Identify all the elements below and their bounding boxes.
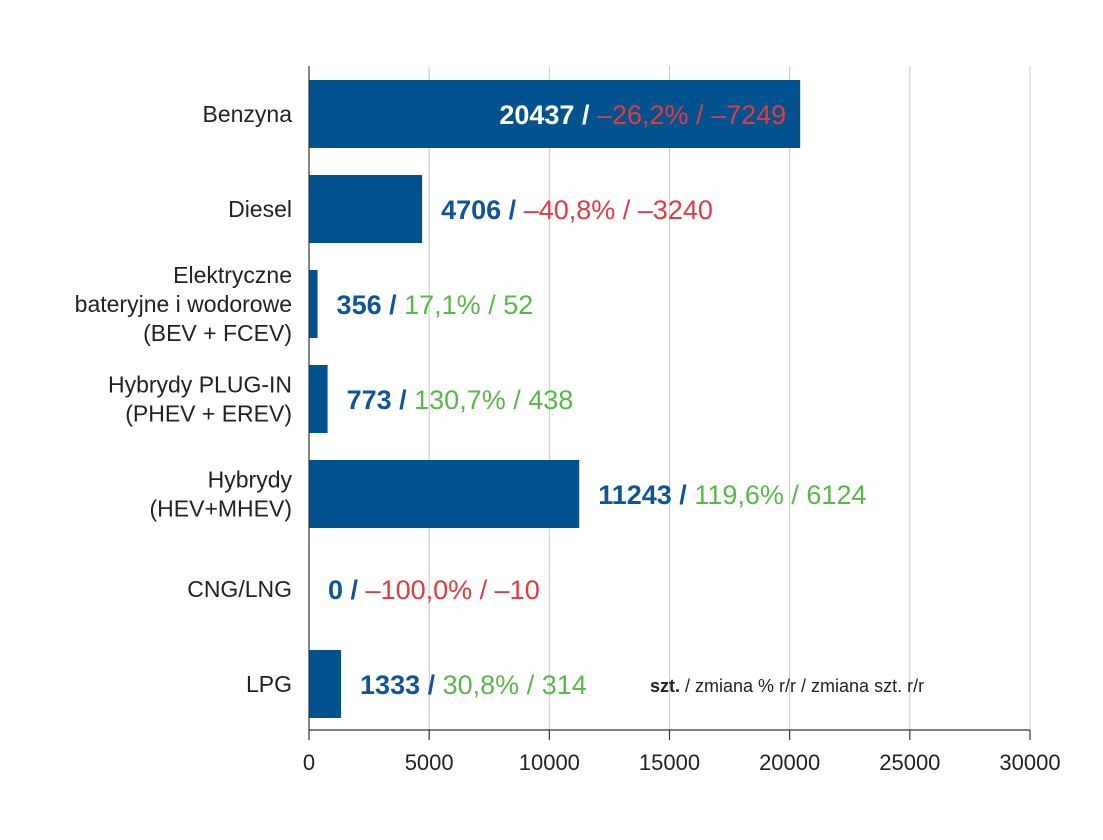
- x-tick-label: 5000: [405, 750, 454, 775]
- x-tick-label: 15000: [639, 750, 700, 775]
- data-label-change-units: 6124: [806, 480, 866, 510]
- category-label: Benzyna: [202, 101, 292, 127]
- bar-0: [309, 80, 801, 148]
- data-label-change-units: –10: [495, 575, 540, 605]
- data-label-3: 773 / 130,7% / 438: [347, 385, 574, 415]
- data-label-separator: /: [501, 195, 524, 225]
- x-tick-label: 25000: [879, 750, 940, 775]
- data-label-change-pct: 30,8%: [443, 670, 520, 700]
- category-label: (PHEV + EREV): [125, 401, 292, 427]
- bar-3: [309, 365, 328, 433]
- bar-2: [309, 270, 318, 338]
- category-label: LPG: [246, 671, 292, 697]
- data-label-value: 4706: [441, 195, 501, 225]
- category-label: CNG/LNG: [187, 576, 292, 602]
- data-label-1: 4706 / –40,8% / –3240: [441, 195, 713, 225]
- data-label-value: 0: [328, 575, 343, 605]
- data-label-separator: /: [392, 385, 415, 415]
- data-label-separator: /: [382, 290, 405, 320]
- data-label-separator: /: [574, 100, 597, 130]
- x-tick-label: 0: [303, 750, 315, 775]
- data-label-change-units: 314: [542, 670, 587, 700]
- data-label-change-units: –3240: [638, 195, 713, 225]
- data-label-value: 1333: [360, 670, 420, 700]
- data-label-change-units: 52: [503, 290, 533, 320]
- data-label-change-pct: –40,8%: [524, 195, 616, 225]
- category-label: (BEV + FCEV): [143, 320, 292, 346]
- data-label-6: 1333 / 30,8% / 314: [360, 670, 587, 700]
- data-label-separator: /: [420, 670, 443, 700]
- data-label-change-pct: –100,0%: [366, 575, 473, 605]
- data-label-separator: /: [519, 670, 542, 700]
- category-label: Hybrydy PLUG-IN: [108, 372, 292, 398]
- category-label: Elektryczne: [173, 262, 292, 288]
- data-label-4: 11243 / 119,6% / 6124: [598, 480, 866, 510]
- x-tick-label: 10000: [519, 750, 580, 775]
- data-label-value: 356: [337, 290, 382, 320]
- data-label-separator: /: [472, 575, 495, 605]
- data-label-change-pct: 119,6%: [694, 480, 784, 510]
- data-label-separator: /: [343, 575, 366, 605]
- data-label-change-pct: 130,7%: [414, 385, 506, 415]
- data-label-separator: /: [481, 290, 504, 320]
- bar-1: [309, 175, 423, 243]
- category-label: Diesel: [228, 196, 292, 222]
- data-label-separator: /: [689, 100, 712, 130]
- data-label-value: 773: [347, 385, 392, 415]
- data-label-separator: /: [672, 480, 695, 510]
- data-label-5: 0 / –100,0% / –10: [328, 575, 540, 605]
- category-label: (HEV+MHEV): [150, 496, 293, 522]
- legend-note-text: / zmiana % r/r / zmiana szt. r/r: [680, 676, 924, 696]
- data-label-0: 20437 / –26,2% / –7249: [499, 100, 786, 130]
- data-label-change-units: 438: [528, 385, 573, 415]
- data-label-change-pct: –26,2%: [597, 100, 689, 130]
- data-label-2: 356 / 17,1% / 52: [337, 290, 534, 320]
- bar-6: [309, 650, 342, 718]
- legend-note: szt. / zmiana % r/r / zmiana szt. r/r: [650, 676, 924, 696]
- data-label-change-units: –7249: [711, 100, 786, 130]
- x-tick-label: 20000: [759, 750, 820, 775]
- category-label: bateryjne i wodorowe: [75, 291, 292, 317]
- x-tick-label: 30000: [999, 750, 1060, 775]
- bar-4: [309, 460, 580, 528]
- data-label-separator: /: [784, 480, 807, 510]
- data-label-separator: /: [615, 195, 638, 225]
- data-label-separator: /: [506, 385, 529, 415]
- data-label-value: 11243: [598, 480, 672, 510]
- data-label-value: 20437: [499, 100, 574, 130]
- category-label: Hybrydy: [208, 467, 293, 493]
- legend-note-unit: szt.: [650, 676, 680, 696]
- data-label-change-pct: 17,1%: [404, 290, 481, 320]
